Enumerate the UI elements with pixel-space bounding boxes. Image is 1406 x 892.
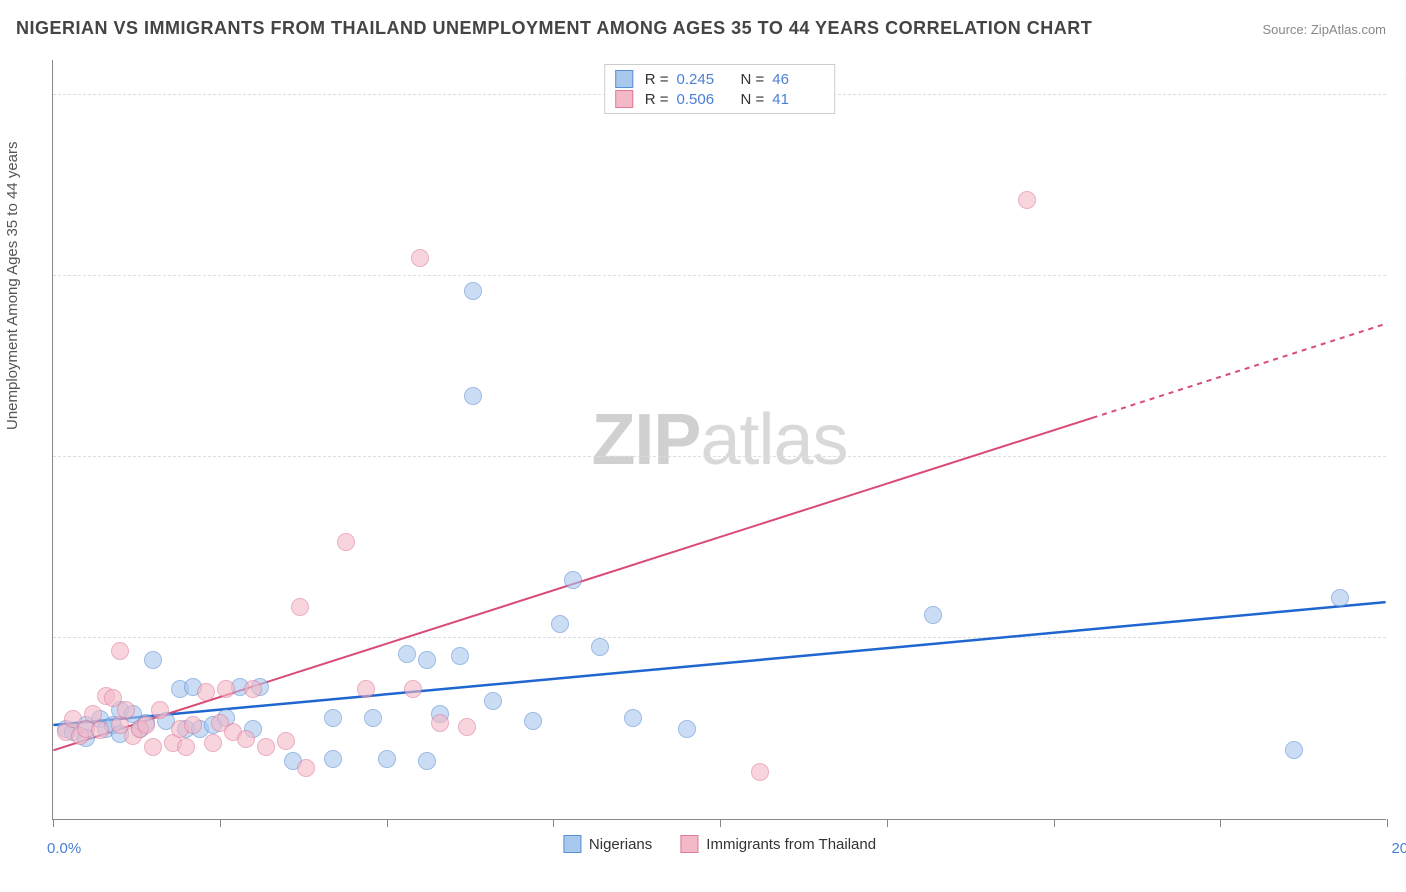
data-point (464, 387, 482, 405)
stats-n-label-0: N = (741, 71, 765, 88)
x-tick (220, 819, 221, 827)
data-point (451, 647, 469, 665)
legend-label-0: Nigerians (589, 836, 652, 853)
stats-n-label-1: N = (741, 91, 765, 108)
data-point (337, 533, 355, 551)
data-point (591, 638, 609, 656)
data-point (1285, 741, 1303, 759)
stats-r-val-1: 0.506 (677, 91, 729, 108)
watermark-zip: ZIP (591, 400, 700, 480)
data-point (184, 716, 202, 734)
data-point (431, 714, 449, 732)
data-point (204, 734, 222, 752)
data-point (378, 750, 396, 768)
data-point (624, 709, 642, 727)
x-tick-last: 20.0% (1391, 840, 1406, 857)
stats-n-val-0: 46 (772, 71, 824, 88)
data-point (398, 645, 416, 663)
data-point (924, 606, 942, 624)
data-point (277, 732, 295, 750)
data-point (144, 651, 162, 669)
legend-item-1: Immigrants from Thailand (680, 835, 876, 853)
x-tick (53, 819, 54, 827)
y-axis-label: Unemployment Among Ages 35 to 44 years (4, 141, 21, 430)
legend-label-1: Immigrants from Thailand (706, 836, 876, 853)
data-point (564, 571, 582, 589)
data-point (1018, 191, 1036, 209)
data-point (364, 709, 382, 727)
x-tick (553, 819, 554, 827)
bottom-legend: Nigerians Immigrants from Thailand (563, 835, 876, 853)
trend-lines-layer (53, 60, 1386, 819)
stats-swatch-1 (615, 90, 633, 108)
watermark: ZIPatlas (591, 399, 847, 481)
data-point (411, 249, 429, 267)
stats-row-0: R = 0.245 N = 46 (615, 69, 825, 89)
data-point (678, 720, 696, 738)
x-tick (1220, 819, 1221, 827)
stats-swatch-0 (615, 70, 633, 88)
data-point (751, 763, 769, 781)
legend-swatch-1 (680, 835, 698, 853)
chart-title: NIGERIAN VS IMMIGRANTS FROM THAILAND UNE… (16, 18, 1092, 39)
data-point (237, 730, 255, 748)
data-point (484, 692, 502, 710)
data-point (117, 701, 135, 719)
stats-r-label-1: R = (645, 91, 669, 108)
data-point (151, 701, 169, 719)
data-point (91, 721, 109, 739)
stats-row-1: R = 0.506 N = 41 (615, 89, 825, 109)
data-point (551, 615, 569, 633)
data-point (144, 738, 162, 756)
legend-item-0: Nigerians (563, 835, 652, 853)
data-point (404, 680, 422, 698)
data-point (297, 759, 315, 777)
data-point (291, 598, 309, 616)
data-point (217, 680, 235, 698)
legend-swatch-0 (563, 835, 581, 853)
stats-r-label-0: R = (645, 71, 669, 88)
data-point (1331, 589, 1349, 607)
data-point (464, 282, 482, 300)
data-point (357, 680, 375, 698)
data-point (524, 712, 542, 730)
x-tick (720, 819, 721, 827)
stats-legend: R = 0.245 N = 46 R = 0.506 N = 41 (604, 64, 836, 114)
x-tick (887, 819, 888, 827)
data-point (324, 750, 342, 768)
chart-source: Source: ZipAtlas.com (1262, 22, 1386, 37)
x-tick (1054, 819, 1055, 827)
data-point (244, 680, 262, 698)
x-tick (1387, 819, 1388, 827)
data-point (111, 642, 129, 660)
data-point (257, 738, 275, 756)
gridline (53, 275, 1386, 276)
data-point (197, 683, 215, 701)
gridline (53, 637, 1386, 638)
data-point (137, 716, 155, 734)
watermark-atlas: atlas (700, 400, 847, 480)
stats-r-val-0: 0.245 (677, 71, 729, 88)
chart-plot-area: ZIPatlas 10.0%20.0%30.0%40.0% 0.0% 20.0%… (52, 60, 1386, 820)
data-point (418, 752, 436, 770)
stats-n-val-1: 41 (772, 91, 824, 108)
data-point (458, 718, 476, 736)
data-point (324, 709, 342, 727)
x-tick-first: 0.0% (47, 840, 81, 857)
data-point (418, 651, 436, 669)
data-point (177, 738, 195, 756)
gridline (53, 456, 1386, 457)
x-tick (387, 819, 388, 827)
